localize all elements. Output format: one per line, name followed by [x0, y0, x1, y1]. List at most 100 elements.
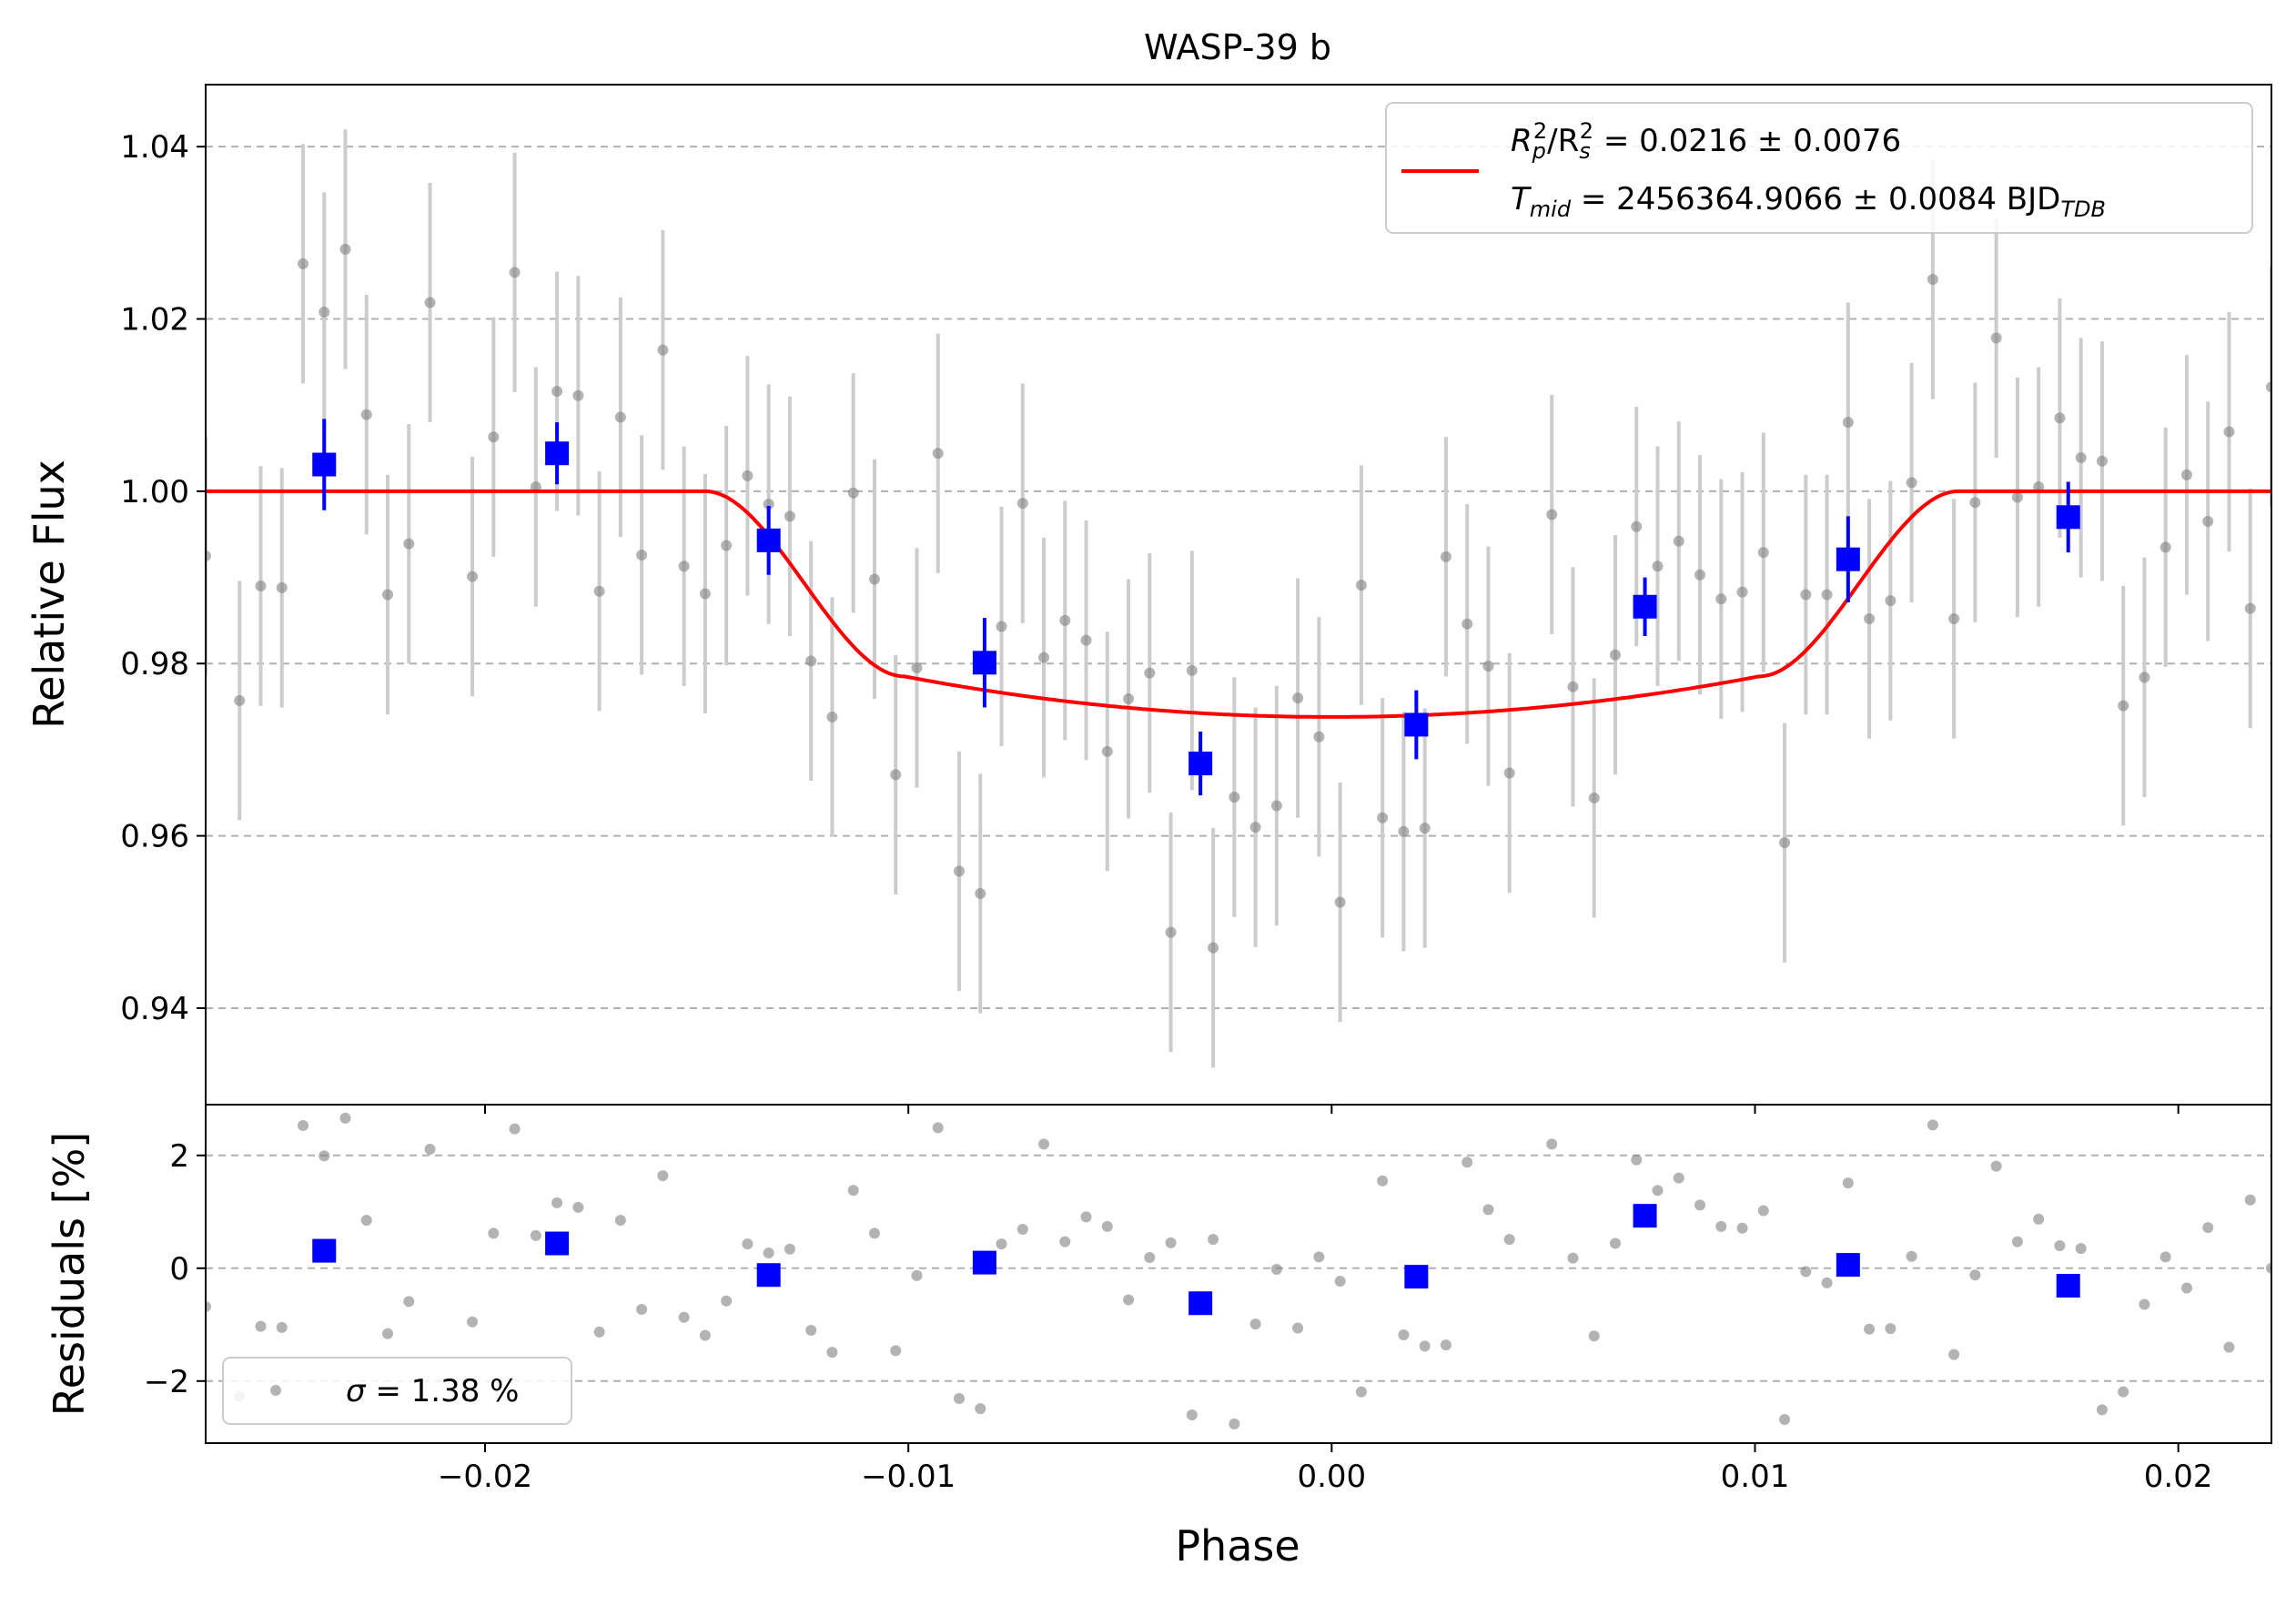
residual-binned-point: [2056, 1274, 2080, 1298]
flux-raw-point: [276, 581, 288, 593]
residual-raw-point: [678, 1311, 690, 1323]
residual-raw-point: [276, 1321, 288, 1333]
residual-raw-point: [805, 1325, 817, 1336]
flux-raw-point: [657, 344, 669, 356]
residual-raw-point: [1906, 1250, 1917, 1262]
x-ticks: −0.02 −0.01 0.00 0.01 0.02: [438, 1105, 2213, 1495]
flux-legend: Rp2/Rs2 = 0.0216 ± 0.0076 Tmid = 2456364…: [1385, 102, 2253, 234]
residual-raw-point: [1398, 1328, 1410, 1340]
flux-y-tick-label: 1.02: [120, 302, 189, 338]
flux-binned-point: [1836, 547, 1860, 571]
flux-raw-point: [2054, 412, 2066, 424]
residual-raw-point: [1927, 1119, 1938, 1131]
residual-raw-point: [530, 1229, 541, 1241]
residual-raw-point: [1249, 1318, 1261, 1330]
flux-raw-point: [636, 549, 648, 561]
flux-raw-point: [1990, 332, 2002, 344]
flux-raw-point: [488, 431, 500, 443]
flux-raw-point: [509, 267, 521, 278]
residual-raw-point: [1715, 1220, 1727, 1232]
x-tick-label: 0.02: [2144, 1459, 2213, 1495]
flux-raw-point: [1292, 692, 1304, 704]
flux-raw-point: [339, 243, 351, 255]
flux-raw-point: [593, 585, 605, 597]
flux-raw-point: [911, 662, 923, 673]
residual-raw-point: [1123, 1294, 1135, 1306]
flux-raw-point: [2266, 381, 2271, 393]
flux-raw-point: [614, 411, 626, 423]
x-tick-label: 0.00: [1297, 1459, 1366, 1495]
residual-raw-point: [2139, 1298, 2150, 1310]
residual-raw-point: [2011, 1236, 2023, 1247]
flux-raw-point: [1779, 837, 1791, 849]
residual-raw-point: [636, 1304, 648, 1316]
residual-raw-point: [614, 1215, 626, 1227]
transit-model-line: [206, 489, 2271, 719]
residual-raw-point: [1673, 1172, 1684, 1184]
flux-binned-point: [312, 452, 337, 477]
residual-raw-point: [509, 1123, 521, 1135]
residual-raw-point: [339, 1112, 351, 1124]
residuals-y-tick-label: 2: [169, 1138, 189, 1175]
x-axis-title: Phase: [1175, 1521, 1300, 1571]
residuals-y-ticks: −2 0 2: [144, 1138, 206, 1400]
flux-raw-point: [403, 538, 415, 550]
transit-model: [206, 489, 2271, 719]
residual-raw-point: [1609, 1237, 1621, 1249]
residual-raw-point: [1229, 1418, 1240, 1429]
flux-raw-point: [2180, 469, 2192, 480]
residual-raw-point: [255, 1320, 267, 1332]
residual-raw-point: [1419, 1340, 1431, 1352]
residual-raw-point: [1165, 1237, 1177, 1248]
residual-raw-point: [847, 1185, 859, 1197]
residual-raw-point: [911, 1269, 923, 1281]
flux-raw-point: [1186, 664, 1198, 676]
residual-raw-point: [1462, 1157, 1473, 1168]
flux-raw-point: [1885, 595, 1896, 607]
flux-raw-point: [2096, 455, 2108, 467]
flux-raw-point: [2118, 700, 2129, 712]
flux-raw-point: [360, 409, 372, 420]
residuals-binned-points: [312, 1204, 2080, 1316]
flux-raw-point: [763, 499, 774, 510]
flux-raw-point: [1567, 681, 1579, 692]
residual-raw-point: [657, 1170, 669, 1182]
residual-raw-point: [2266, 1262, 2271, 1274]
residual-raw-point: [1736, 1222, 1748, 1234]
residuals-legend-box: [222, 1357, 572, 1425]
residual-raw-point: [1440, 1339, 1451, 1351]
flux-raw-point: [868, 573, 880, 585]
flux-raw-point: [1462, 618, 1473, 630]
flux-raw-point: [1249, 822, 1261, 833]
residual-raw-point: [721, 1295, 733, 1307]
flux-raw-point: [1546, 509, 1558, 520]
residual-raw-point: [784, 1243, 795, 1255]
flux-raw-point: [1715, 593, 1727, 605]
residual-raw-point: [1038, 1138, 1050, 1150]
flux-y-tick-label: 0.96: [120, 819, 189, 855]
residual-binned-point: [312, 1238, 337, 1263]
flux-raw-point: [1503, 767, 1515, 779]
flux-raw-point: [2159, 541, 2171, 553]
x-tick-label: −0.02: [438, 1459, 532, 1495]
flux-raw-point: [1694, 569, 1706, 581]
flux-y-tick-label: 1.04: [120, 129, 189, 166]
residual-raw-point: [572, 1201, 584, 1213]
flux-raw-point: [1080, 634, 1092, 646]
flux-raw-point: [572, 389, 584, 401]
residual-raw-point: [1779, 1413, 1791, 1425]
flux-binned-point: [1633, 594, 1657, 619]
residual-raw-point: [297, 1119, 308, 1131]
flux-raw-point: [382, 589, 394, 601]
residual-raw-point: [1821, 1277, 1833, 1288]
flux-raw-point: [1398, 825, 1410, 837]
residual-binned-point: [545, 1231, 570, 1256]
residual-raw-point: [1292, 1322, 1304, 1334]
residual-raw-point: [1080, 1211, 1092, 1223]
flux-raw-point: [805, 655, 817, 667]
residual-raw-point: [2159, 1251, 2171, 1263]
flux-raw-point: [1440, 550, 1451, 562]
legend-line-depth: Rp2/Rs2 = 0.0216 ± 0.0076: [1511, 118, 1901, 164]
